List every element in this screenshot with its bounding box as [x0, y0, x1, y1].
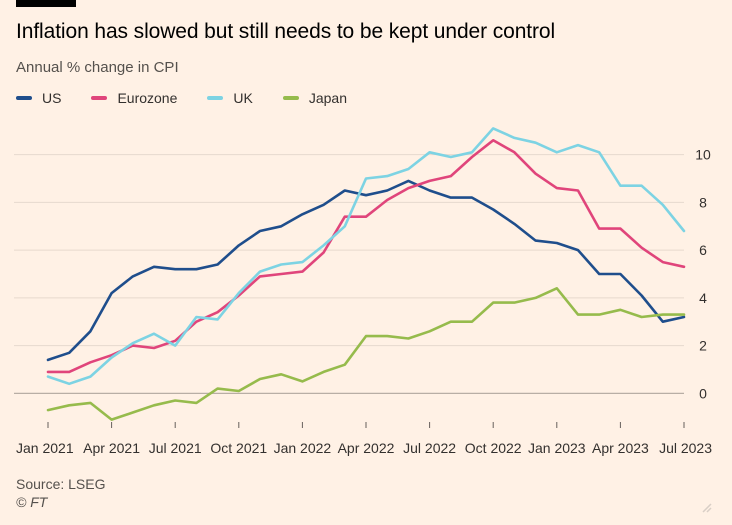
copyright-note: © FT: [16, 494, 48, 510]
legend-swatch: [91, 96, 108, 100]
y-tick-label: 0: [699, 385, 707, 401]
chart-subtitle: Annual % change in CPI: [16, 59, 179, 76]
x-tick-label: Jan 2023: [528, 440, 586, 456]
legend-item-eurozone: Eurozone: [91, 90, 177, 106]
x-tick-label: Apr 2021: [83, 440, 140, 456]
x-tick-label: Jan 2022: [274, 440, 332, 456]
x-tick-label: Jul 2022: [403, 440, 456, 456]
chart-title: Inflation has slowed but still needs to …: [16, 20, 556, 43]
y-tick-label: 10: [695, 147, 711, 163]
x-tick-label: Oct 2022: [465, 440, 522, 456]
legend-swatch: [282, 96, 299, 100]
legend-item-japan: Japan: [282, 90, 347, 106]
source-note: Source: LSEG: [16, 476, 106, 492]
legend-swatch: [207, 96, 224, 100]
y-tick-label: 8: [699, 194, 707, 210]
resize-handle-icon: [702, 503, 712, 513]
series-line-us: [46, 179, 686, 362]
legend-label: Japan: [308, 90, 347, 106]
legend-item-uk: UK: [207, 90, 253, 106]
x-tick-label: Oct 2021: [210, 440, 267, 456]
chart-legend: US Eurozone UK Japan: [16, 89, 377, 107]
legend-swatch: [16, 96, 32, 100]
x-tick-label: Apr 2023: [592, 440, 649, 456]
x-tick-label: Apr 2022: [338, 440, 395, 456]
legend-label: Eurozone: [117, 90, 178, 106]
y-tick-label: 4: [699, 290, 707, 306]
x-tick-label: Jul 2021: [149, 440, 202, 456]
series-line-japan: [46, 286, 686, 421]
legend-item-us: US: [16, 90, 61, 106]
x-tick-label: Jul 2023: [659, 440, 712, 456]
line-chart: 0 2 4 6 8 10 Jan 2021 Apr 2021 Jul 2021 Oct 2021 J…: [14, 127, 712, 456]
y-tick-label: 6: [699, 242, 707, 258]
y-tick-label: 2: [699, 338, 707, 354]
legend-label: US: [42, 90, 62, 106]
series-line-eurozone: [46, 139, 686, 374]
brand-bar: [16, 0, 76, 7]
legend-label: UK: [233, 90, 253, 106]
series-line-uk: [46, 127, 686, 386]
x-tick-label: Jan 2021: [16, 440, 74, 456]
